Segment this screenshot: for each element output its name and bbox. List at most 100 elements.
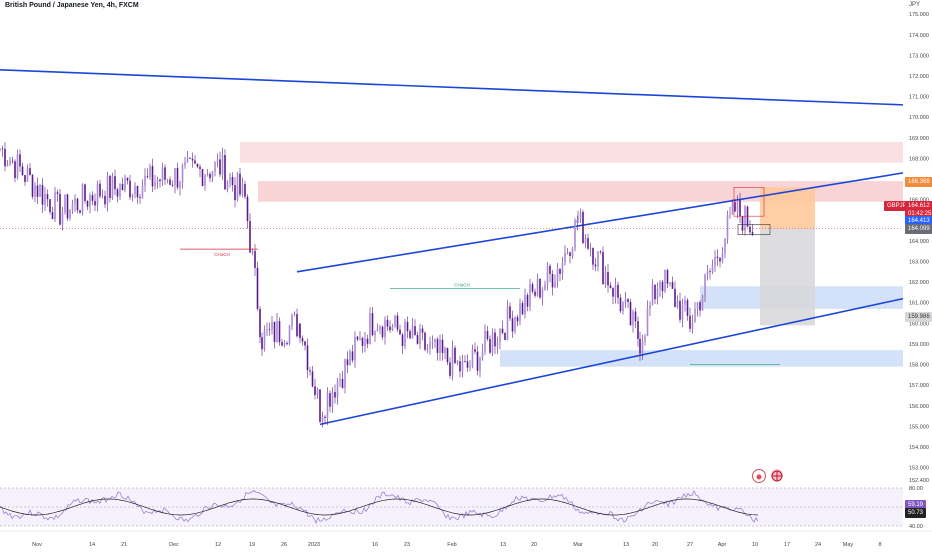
candle-body: [146, 176, 149, 177]
candle-body: [519, 303, 521, 322]
candle-body: [496, 342, 499, 347]
candle-body: [101, 195, 104, 197]
candle-body: [419, 328, 421, 344]
candle-body: [684, 300, 686, 305]
price-tick-label: 163.000: [909, 260, 929, 266]
candle-body: [111, 176, 114, 198]
candle-body: [546, 265, 549, 285]
candle-body: [391, 326, 394, 331]
candle-body: [582, 211, 584, 243]
candle-body: [746, 206, 749, 227]
candle-body: [521, 303, 524, 315]
time-tick-label: 20: [531, 542, 537, 548]
candle-body: [314, 386, 316, 396]
candle-body: [156, 179, 159, 183]
candle-body: [674, 288, 676, 308]
candle-body: [241, 184, 244, 195]
news-icon[interactable]: [752, 469, 766, 483]
candle-body: [184, 162, 186, 166]
candle-body: [21, 166, 24, 176]
rsi-value-b-tag: 50.73: [905, 508, 927, 518]
candle-body: [251, 250, 254, 253]
candle-body: [161, 167, 164, 182]
candle-body: [329, 393, 331, 407]
time-tick-label: May: [843, 542, 854, 548]
candle-body: [486, 331, 489, 340]
globe-flag-icon[interactable]: [771, 469, 783, 482]
candle-body: [266, 329, 268, 331]
candle-body: [244, 184, 246, 197]
candle-body: [379, 326, 381, 330]
candle-body: [283, 343, 286, 346]
candle-body: [4, 148, 6, 167]
candle-body: [649, 304, 651, 309]
candle-body: [381, 326, 384, 338]
candle-body: [619, 297, 622, 312]
candle-body: [263, 330, 266, 350]
candle-body: [268, 329, 271, 331]
candle-body: [361, 337, 364, 346]
candle-body: [627, 299, 629, 302]
channel-lower-line: [319, 297, 904, 426]
candle-body: [744, 206, 746, 231]
candle-body: [166, 179, 169, 181]
candle-body: [34, 185, 36, 197]
candle-body: [751, 232, 754, 235]
candle-body: [286, 343, 288, 345]
candle-body: [221, 154, 224, 175]
candle-body: [159, 179, 161, 182]
annotations-layer: CHoCH CHoCH: [180, 187, 780, 365]
candle-body: [201, 169, 204, 187]
candle-body: [597, 251, 599, 267]
candle-body: [494, 332, 496, 347]
candle-body: [694, 308, 696, 323]
candle-body: [9, 160, 11, 165]
time-tick-label: 10: [752, 542, 758, 548]
candle-body: [634, 311, 637, 322]
candle-body: [566, 252, 569, 254]
candle-body: [36, 185, 39, 197]
candle-body: [549, 265, 551, 275]
candle-body: [661, 281, 664, 292]
candle-body: [54, 192, 56, 219]
candle-body: [511, 318, 514, 332]
candle-body: [434, 339, 436, 342]
candle-body: [637, 321, 639, 339]
candle-body: [81, 184, 84, 213]
candle-body: [514, 317, 516, 332]
candle-body: [136, 185, 139, 198]
candle-body: [376, 329, 379, 332]
candle-body: [301, 338, 304, 342]
candle-body: [414, 326, 416, 336]
candle-body: [61, 212, 64, 225]
candle-body: [426, 348, 429, 350]
candle-body: [711, 265, 714, 273]
candle-body: [354, 336, 356, 361]
candle-body: [196, 163, 199, 167]
time-tick-label: 12: [215, 542, 221, 548]
time-tick-label: 13: [623, 542, 629, 548]
candle-body: [189, 157, 191, 159]
candle-body: [587, 237, 589, 249]
candle-body: [604, 272, 607, 285]
price-tick-label: 156.000: [909, 404, 929, 410]
candle-body: [539, 278, 541, 298]
candle-body: [589, 248, 592, 249]
candle-body: [474, 349, 476, 352]
candle-body: [31, 174, 34, 197]
rsi-line: [0, 490, 759, 524]
rsi-band: [0, 488, 903, 526]
candle-body: [281, 342, 283, 346]
candle-body: [211, 171, 214, 179]
candle-body: [169, 179, 171, 185]
profit-box: [760, 187, 815, 229]
candle-body: [701, 295, 704, 311]
candle-body: [416, 335, 419, 344]
candle-body: [501, 328, 504, 333]
candle-body: [336, 381, 339, 398]
candle-body: [126, 177, 129, 181]
candle-body: [714, 256, 716, 266]
candle-body: [191, 158, 194, 161]
